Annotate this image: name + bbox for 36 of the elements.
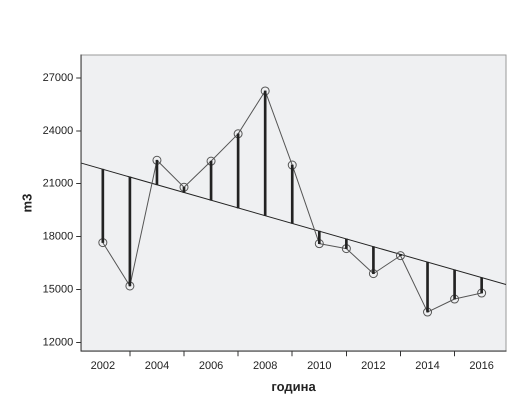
point xyxy=(125,281,134,290)
x-axis-title: година xyxy=(271,378,317,394)
point xyxy=(368,269,378,278)
bar xyxy=(182,186,186,193)
x-tick-label: 2010 xyxy=(307,360,332,372)
x-tick-label: 2016 xyxy=(469,360,494,372)
point xyxy=(396,251,405,260)
point xyxy=(206,156,216,166)
x-tick-label: 2004 xyxy=(144,360,170,372)
point xyxy=(260,86,270,96)
point xyxy=(342,244,351,254)
x-tick-label: 2014 xyxy=(415,360,440,372)
point xyxy=(234,129,243,138)
y-tick-label: 18000 xyxy=(42,230,74,243)
x-tick-label: 2002 xyxy=(90,360,116,372)
bar xyxy=(372,246,375,274)
y-tick-label: 24000 xyxy=(42,124,74,137)
y-tick-label: 21000 xyxy=(42,178,74,190)
bar xyxy=(345,238,348,249)
y-tick-label: 27000 xyxy=(42,72,74,84)
point xyxy=(288,160,297,170)
y-tick-label: 12000 xyxy=(42,336,74,348)
point xyxy=(180,182,189,192)
point xyxy=(152,156,162,165)
point xyxy=(477,288,486,298)
point xyxy=(423,308,432,317)
point xyxy=(98,238,108,248)
x-tick-label: 2006 xyxy=(198,360,224,372)
point xyxy=(314,239,324,248)
y-axis-title: m3 xyxy=(19,194,34,212)
y-tick-label: 15000 xyxy=(42,284,74,296)
bar xyxy=(318,230,321,244)
bar xyxy=(102,168,104,243)
x-tick-label: 2008 xyxy=(252,360,278,372)
point xyxy=(450,294,460,304)
x-tick-label: 2012 xyxy=(361,360,386,372)
